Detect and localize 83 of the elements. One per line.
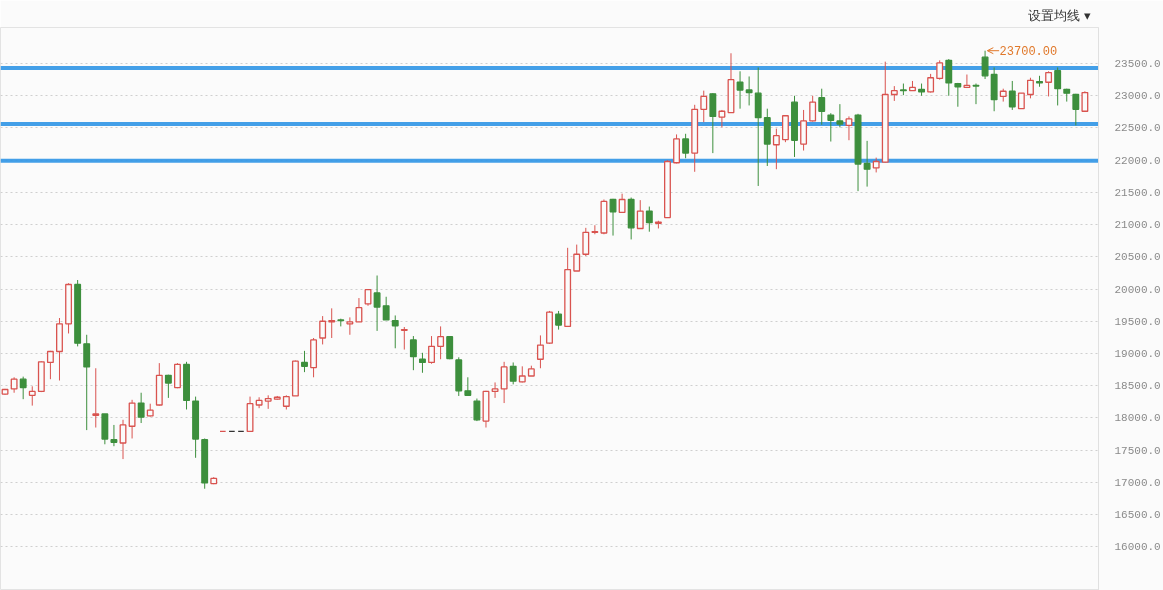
- candlestick: [473, 398, 481, 422]
- y-tick-label: 19000.0: [1114, 347, 1161, 360]
- candlestick: [536, 334, 544, 369]
- candlestick: [92, 367, 100, 429]
- candlestick: [772, 128, 780, 170]
- candlestick: [355, 297, 363, 323]
- y-tick-label: 17000.0: [1114, 476, 1161, 489]
- candlestick: [863, 140, 871, 188]
- candlestick: [509, 361, 517, 385]
- candlestick: [827, 112, 835, 143]
- y-tick-label: 17500.0: [1114, 444, 1161, 457]
- candlestick: [491, 381, 499, 399]
- y-tick-label: 19500.0: [1114, 315, 1161, 328]
- y-tick-label: 23000.0: [1114, 90, 1161, 103]
- candlestick: [428, 335, 435, 365]
- candlestick: [573, 244, 581, 272]
- candlestick: [700, 90, 708, 123]
- y-tick-label: 18500.0: [1114, 380, 1161, 393]
- candlestick: [119, 419, 127, 460]
- candlestick: [400, 326, 408, 351]
- candlestick: [373, 275, 381, 332]
- candlestick: [709, 92, 717, 154]
- candlestick: [981, 50, 989, 80]
- candlestick: [46, 350, 54, 380]
- candlestick: [745, 75, 753, 106]
- candlestick: [28, 385, 36, 407]
- y-tick-label: 22500.0: [1114, 122, 1161, 135]
- candlestick: [128, 399, 136, 439]
- y-tick-label: 20500.0: [1114, 251, 1161, 264]
- candlestick: [83, 334, 91, 431]
- candlestick: [972, 83, 980, 105]
- candlestick: [500, 361, 508, 404]
- y-tick-label: 21000.0: [1114, 219, 1161, 232]
- candlestick: [137, 392, 145, 424]
- candlestick: [319, 315, 327, 345]
- candlestick: [818, 88, 826, 126]
- y-tick-label: 20000.0: [1114, 283, 1161, 296]
- candlestick: [582, 227, 590, 257]
- candlestick: [173, 362, 181, 389]
- candlestick: [555, 310, 563, 331]
- candlestick: [718, 109, 726, 128]
- candlestick: [736, 70, 744, 110]
- candlestick: [800, 109, 808, 152]
- y-tick-label: 21500.0: [1114, 186, 1161, 199]
- candlestick: [419, 352, 426, 374]
- y-tick-label: 16000.0: [1114, 541, 1161, 554]
- annotation: 23700.00: [999, 45, 1058, 60]
- candlestick: [963, 74, 971, 89]
- candlestick: [391, 314, 399, 349]
- candlestick: [1045, 70, 1053, 97]
- candlestick: [328, 307, 336, 339]
- text: 设置均线 ▾: [1027, 7, 1091, 23]
- candlestick: [682, 133, 690, 159]
- candlestick: [618, 193, 626, 214]
- candlestick: [809, 95, 817, 123]
- candlestick: [781, 115, 789, 143]
- candlestick: [936, 59, 944, 81]
- candlestick: [836, 103, 844, 128]
- candlestick: [346, 316, 354, 336]
- y-tick-label: 18000.0: [1114, 412, 1161, 425]
- candlestick: [591, 224, 599, 235]
- candlestick: [636, 199, 644, 230]
- candlestick: [19, 376, 27, 400]
- candlestick: [1081, 90, 1089, 113]
- candlestick: [110, 424, 118, 447]
- candlestick: [927, 73, 935, 94]
- candlestick: [382, 296, 390, 321]
- y-tick-label: 22000.0: [1114, 154, 1161, 167]
- y-tick-label: 23500.0: [1114, 58, 1161, 71]
- candlestick: [301, 350, 308, 373]
- candlestick: [1054, 66, 1062, 106]
- candlestick: [409, 335, 417, 371]
- candlestick: [1026, 77, 1034, 99]
- candlestick: [845, 115, 853, 141]
- candlestick: [464, 376, 472, 397]
- candlestick: [673, 133, 680, 164]
- candlestick: [255, 396, 263, 409]
- candlestick: [945, 58, 953, 97]
- candlestick: [1008, 80, 1016, 111]
- candlestick: [1072, 93, 1080, 126]
- candlestick: [645, 206, 653, 233]
- y-tick-label: 16500.0: [1114, 508, 1161, 521]
- candlestick: [437, 325, 445, 360]
